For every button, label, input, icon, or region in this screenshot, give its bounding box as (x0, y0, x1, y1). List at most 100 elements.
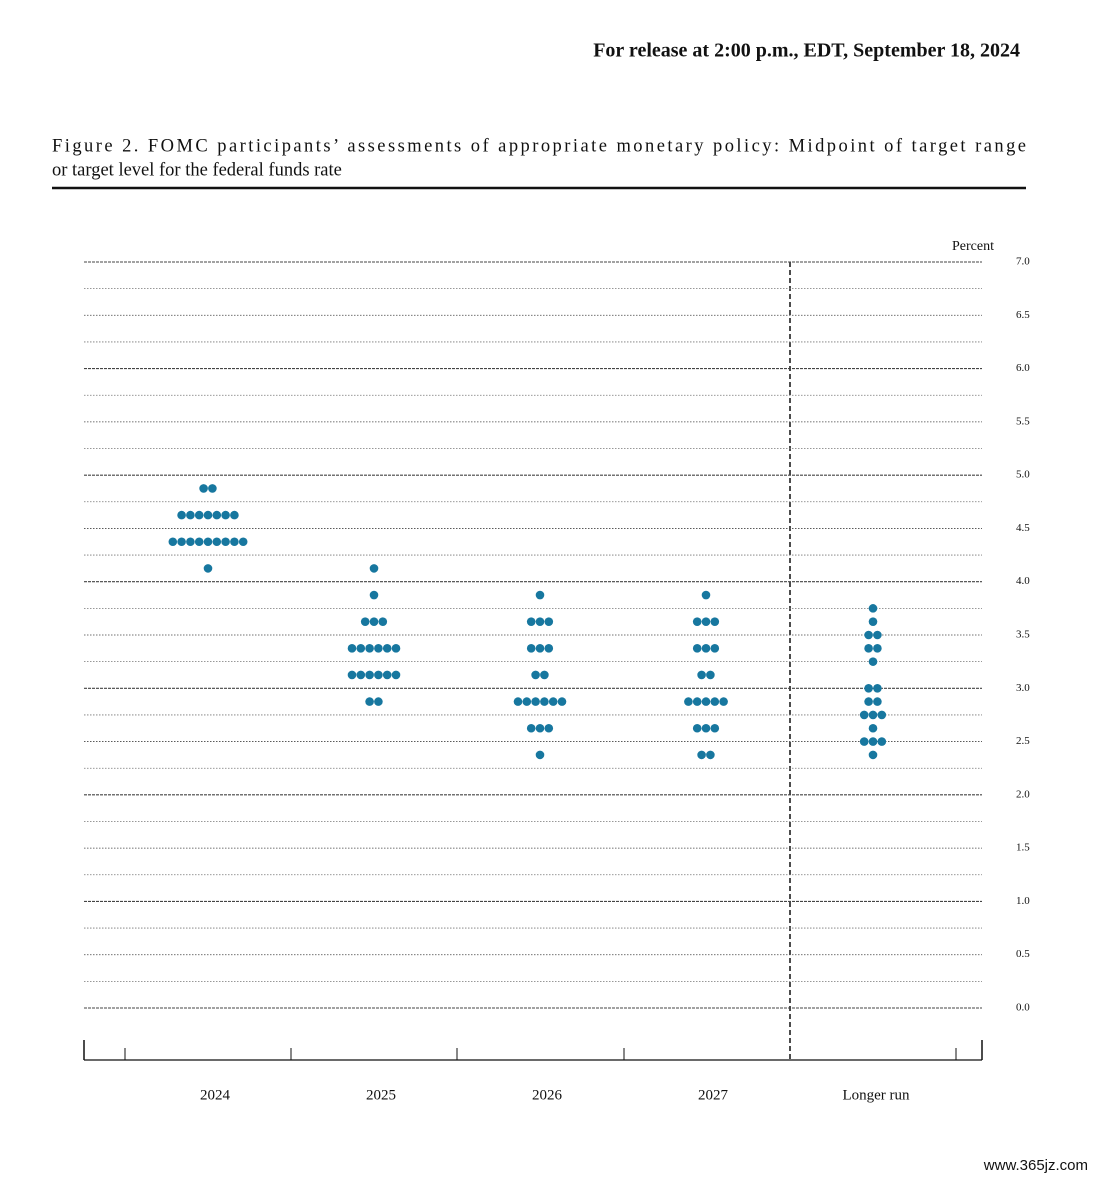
dot (365, 644, 374, 653)
dot (864, 630, 873, 640)
dot (526, 723, 536, 733)
dot (877, 737, 887, 746)
x-tick-label: 2027 (698, 1087, 729, 1103)
dot (177, 537, 186, 547)
dot (684, 697, 693, 706)
dot (168, 537, 178, 547)
dot (186, 510, 195, 520)
dot (194, 510, 204, 520)
dot (868, 604, 878, 613)
dot (873, 683, 882, 693)
y-tick-label: 4.5 (1016, 522, 1030, 534)
dot (873, 630, 882, 640)
dot (540, 670, 549, 680)
dot (513, 697, 523, 706)
dot (877, 710, 887, 720)
dot (710, 617, 720, 626)
y-tick-label: 4.0 (1016, 575, 1030, 587)
y-tick-label: 6.0 (1016, 362, 1030, 374)
dot (719, 697, 728, 706)
dot (356, 644, 366, 653)
dot (692, 723, 702, 733)
dot (701, 617, 711, 626)
figure-title: or target level for the federal funds ra… (52, 160, 342, 180)
dot (873, 697, 882, 706)
dot (238, 537, 248, 547)
dot (208, 484, 217, 493)
release-header: For release at 2:00 p.m., EDT, September… (593, 40, 1020, 62)
y-tick-label: 0.5 (1016, 948, 1030, 960)
dot (391, 644, 401, 653)
dot (374, 644, 383, 653)
dot (531, 670, 540, 680)
dot (548, 697, 558, 706)
dot (382, 670, 392, 680)
dot (230, 537, 239, 547)
dot (544, 644, 554, 653)
dot (692, 617, 702, 626)
y-tick-label: 7.0 (1016, 256, 1030, 268)
watermark: www.365jz.com (983, 1157, 1088, 1174)
dot (186, 537, 195, 547)
dot (221, 537, 230, 547)
dot (177, 510, 186, 520)
dot (868, 750, 878, 760)
dot (701, 723, 711, 733)
dot (365, 697, 374, 706)
dot (212, 537, 222, 547)
y-tick-label: 3.0 (1016, 682, 1030, 694)
dot (535, 723, 545, 733)
dot (369, 590, 379, 600)
dot (535, 750, 545, 760)
dot (859, 710, 869, 720)
dot (378, 617, 388, 626)
dot (864, 683, 873, 693)
y-tick-label: 5.5 (1016, 415, 1030, 427)
dot (868, 737, 878, 746)
dot (203, 510, 213, 520)
dot (535, 617, 545, 626)
dot (535, 644, 545, 653)
dot (868, 617, 878, 626)
dot (199, 484, 208, 493)
dot (356, 670, 366, 680)
dot (212, 510, 222, 520)
dot (360, 617, 370, 626)
dot (369, 617, 379, 626)
dot (868, 723, 878, 733)
dot (374, 697, 383, 706)
dot (710, 723, 720, 733)
dot (701, 644, 711, 653)
dot (544, 723, 554, 733)
dot (692, 697, 702, 706)
dot (868, 710, 878, 720)
dot (557, 697, 567, 706)
dot (221, 510, 230, 520)
y-tick-label: 6.5 (1016, 309, 1030, 321)
dot (544, 617, 554, 626)
dot (706, 670, 715, 680)
y-tick-label: 2.5 (1016, 735, 1030, 747)
dot (194, 537, 204, 547)
dot (692, 644, 702, 653)
dot (522, 697, 532, 706)
x-tick-label: 2025 (366, 1087, 396, 1103)
dot (382, 644, 392, 653)
dot (697, 670, 706, 680)
y-tick-label: 0.0 (1016, 1002, 1030, 1014)
dot (531, 697, 540, 706)
y-tick-label: 1.5 (1016, 842, 1030, 854)
dot (864, 697, 873, 706)
dot (701, 697, 711, 706)
dot (369, 564, 379, 573)
dot (526, 644, 536, 653)
dot (203, 564, 213, 573)
dot (347, 670, 357, 680)
x-tick-label: Longer run (842, 1087, 910, 1103)
y-tick-label: 2.0 (1016, 788, 1030, 800)
dot (868, 657, 878, 666)
dot (203, 537, 213, 547)
dot (540, 697, 549, 706)
dot (710, 697, 720, 706)
